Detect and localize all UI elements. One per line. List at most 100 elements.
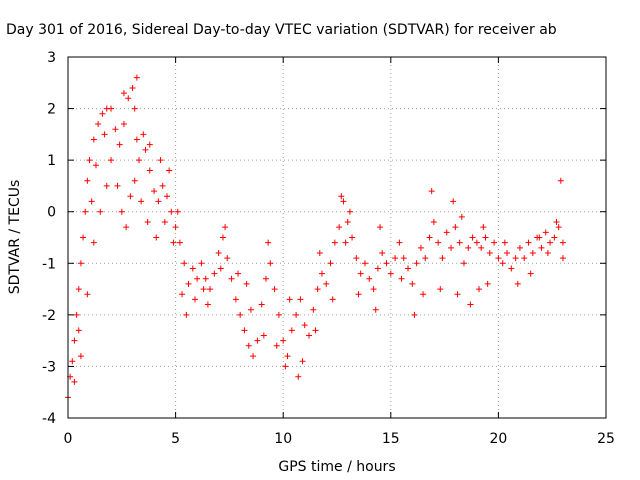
data-point	[80, 234, 87, 241]
data-point	[555, 224, 562, 231]
data-point	[112, 126, 119, 133]
data-point	[501, 239, 508, 246]
data-point	[127, 193, 134, 200]
data-point	[355, 291, 362, 298]
data-point	[129, 84, 136, 91]
x-axis-label: GPS time / hours	[278, 459, 395, 475]
data-point	[153, 234, 160, 241]
data-point	[181, 260, 188, 267]
data-point	[377, 224, 384, 231]
data-point	[95, 121, 102, 128]
x-tick-label: 5	[171, 431, 180, 447]
data-point	[146, 141, 153, 148]
data-point	[114, 182, 121, 189]
data-point	[417, 244, 424, 251]
data-point	[473, 239, 480, 246]
data-point	[77, 353, 84, 360]
data-point	[430, 219, 437, 226]
data-point	[499, 260, 506, 267]
data-point	[174, 208, 181, 215]
data-point	[92, 162, 99, 169]
data-point	[318, 270, 325, 277]
data-point	[217, 265, 224, 272]
data-point	[168, 208, 175, 215]
data-point	[120, 90, 127, 97]
data-point	[536, 234, 543, 241]
data-point	[224, 255, 231, 262]
data-point	[516, 244, 523, 251]
data-point	[116, 141, 123, 148]
data-point	[553, 219, 560, 226]
data-point	[157, 157, 164, 164]
data-point	[288, 327, 295, 334]
data-point	[559, 239, 566, 246]
data-point	[82, 208, 89, 215]
data-point	[86, 157, 93, 164]
data-point	[71, 378, 78, 385]
data-point	[245, 342, 252, 349]
data-point	[547, 239, 554, 246]
y-tick-label: 2	[47, 102, 56, 118]
data-point	[286, 296, 293, 303]
data-point	[542, 229, 549, 236]
data-point	[108, 105, 115, 112]
data-point	[211, 270, 218, 277]
data-point	[482, 234, 489, 241]
data-point	[161, 219, 168, 226]
y-tick-label: 1	[47, 153, 56, 169]
data-point	[310, 306, 317, 313]
data-point	[396, 239, 403, 246]
data-point	[97, 208, 104, 215]
data-point	[293, 311, 300, 318]
data-point	[243, 280, 250, 287]
data-point	[392, 255, 399, 262]
data-point	[219, 234, 226, 241]
data-point	[495, 255, 502, 262]
data-point	[247, 306, 254, 313]
data-point	[123, 224, 130, 231]
data-point	[191, 296, 198, 303]
data-point	[551, 234, 558, 241]
x-tick-label: 10	[274, 431, 292, 447]
data-point	[200, 286, 207, 293]
data-point	[486, 249, 493, 256]
data-point	[467, 301, 474, 308]
data-point	[241, 327, 248, 334]
data-point	[361, 260, 368, 267]
data-point	[525, 239, 532, 246]
data-point	[405, 265, 412, 272]
data-point	[235, 270, 242, 277]
data-point	[450, 198, 457, 205]
data-point	[254, 337, 261, 344]
data-point	[71, 337, 78, 344]
data-point	[443, 229, 450, 236]
data-point	[544, 249, 551, 256]
data-point	[521, 255, 528, 262]
data-point	[144, 219, 151, 226]
data-point	[155, 198, 162, 205]
data-point	[73, 311, 80, 318]
data-point	[559, 255, 566, 262]
x-tick-labels: 0 5 10 15 20 25	[64, 431, 615, 447]
data-point	[99, 110, 106, 117]
y-tick-label: 3	[47, 50, 56, 66]
data-point	[372, 306, 379, 313]
data-point	[138, 198, 145, 205]
data-point	[172, 224, 179, 231]
data-point	[346, 208, 353, 215]
data-point	[84, 291, 91, 298]
data-point	[312, 327, 319, 334]
data-point	[299, 358, 306, 365]
data-point	[69, 358, 76, 365]
data-point	[469, 234, 476, 241]
data-point	[538, 244, 545, 251]
data-point	[118, 208, 125, 215]
data-point	[90, 239, 97, 246]
grid-lines	[68, 57, 606, 418]
data-point	[456, 239, 463, 246]
data-point	[207, 286, 214, 293]
data-point	[353, 255, 360, 262]
data-point	[508, 265, 515, 272]
data-point	[342, 239, 349, 246]
data-point	[133, 74, 140, 81]
